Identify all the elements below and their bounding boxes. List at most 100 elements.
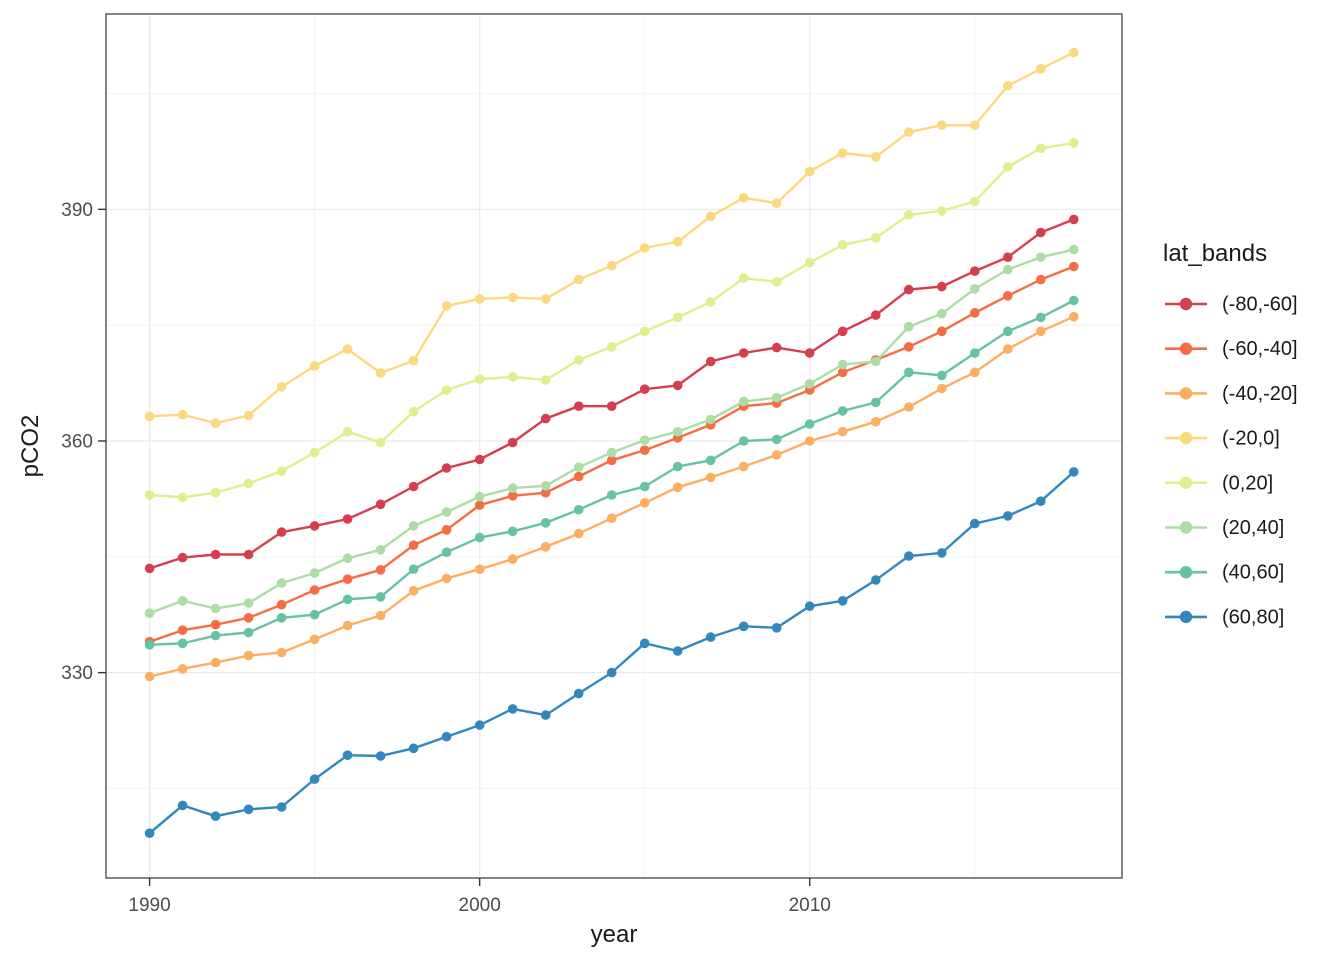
data-point (837, 359, 848, 370)
data-point (1003, 162, 1013, 172)
data-point (1003, 81, 1013, 91)
series-(-60,-40] (144, 261, 1079, 647)
data-point (177, 492, 188, 503)
data-point (375, 610, 386, 621)
data-point (573, 355, 584, 365)
series-(-40,-20] (144, 311, 1079, 682)
data-point (474, 374, 485, 385)
x-tick-label: 2010 (789, 895, 831, 916)
data-point (970, 308, 980, 318)
data-point (1003, 344, 1013, 354)
data-point (441, 525, 452, 535)
data-point (243, 549, 254, 560)
data-point (474, 500, 485, 510)
data-point (904, 127, 914, 137)
data-point (408, 564, 419, 574)
series-(60,80] (144, 467, 1079, 838)
data-point (144, 828, 155, 838)
data-point (210, 487, 221, 498)
data-point (276, 466, 287, 476)
data-point (1036, 274, 1046, 285)
data-point (904, 402, 914, 412)
legend-key-point (1179, 431, 1193, 445)
data-point (1069, 311, 1079, 322)
data-point (441, 463, 452, 473)
data-point (738, 348, 749, 358)
y-tick-label: 360 (61, 431, 93, 452)
data-point (871, 356, 881, 367)
data-point (540, 542, 551, 552)
data-point (771, 198, 782, 208)
data-point (144, 563, 155, 574)
legend-items: (-80,-60] (-60,-40] (-40,-20] (-20,0] (0,20]… (1165, 294, 1298, 628)
legend-item: (-40,-20] (1165, 383, 1298, 405)
data-point (276, 578, 287, 588)
data-point (970, 196, 980, 207)
data-point (804, 379, 815, 389)
series-(20,40] (144, 244, 1079, 618)
series-(-20,0] (144, 47, 1079, 429)
data-point (606, 342, 617, 352)
axis-ticks (98, 208, 811, 886)
data-point (937, 370, 947, 381)
data-point (771, 342, 782, 353)
data-point (210, 811, 221, 821)
data-point (738, 193, 749, 203)
data-point (342, 426, 353, 437)
data-point (738, 396, 749, 407)
data-point (309, 634, 320, 645)
legend-item: (60,80] (1165, 606, 1284, 628)
data-point (937, 206, 947, 216)
data-point (606, 447, 617, 458)
data-point (276, 382, 287, 392)
data-point (837, 367, 848, 378)
data-point (937, 281, 947, 292)
data-point (540, 481, 551, 491)
data-point (837, 406, 848, 416)
legend-item: (-80,-60] (1165, 294, 1298, 316)
legend-label: (-80,-60] (1222, 294, 1298, 316)
legend-label: (40,60] (1222, 562, 1284, 584)
data-point (672, 461, 683, 472)
data-point (441, 547, 452, 557)
data-point (672, 482, 683, 493)
y-axis-title: pCO2 (17, 415, 44, 478)
data-point (837, 426, 848, 437)
data-point (144, 490, 155, 500)
data-point (804, 166, 815, 177)
data-point (474, 564, 485, 574)
data-point (672, 646, 683, 656)
data-point (342, 620, 353, 631)
data-point (408, 406, 419, 417)
legend-key-point (1179, 521, 1193, 534)
data-point (210, 603, 221, 614)
data-point (606, 513, 617, 523)
data-point (937, 326, 947, 337)
legend-item: (-60,-40] (1165, 338, 1298, 360)
data-point (705, 356, 716, 367)
data-point (970, 518, 980, 529)
data-point (342, 514, 353, 524)
data-point (573, 401, 584, 412)
data-point (837, 596, 848, 606)
data-point (276, 599, 287, 610)
data-point (573, 528, 584, 539)
data-point (408, 355, 419, 366)
data-point (342, 574, 353, 584)
data-point (1036, 252, 1046, 262)
data-point (474, 532, 485, 543)
legend-key-point (1179, 476, 1193, 489)
data-point (507, 491, 518, 501)
data-point (904, 342, 914, 352)
data-point (408, 743, 419, 754)
data-point (210, 657, 221, 668)
series-line (149, 141, 1074, 499)
data-point (573, 462, 584, 473)
data-point (375, 545, 386, 555)
data-point (1069, 295, 1079, 306)
data-point (144, 411, 155, 422)
data-point (441, 301, 452, 311)
x-axis-title: year (591, 921, 638, 948)
data-point (276, 647, 287, 658)
